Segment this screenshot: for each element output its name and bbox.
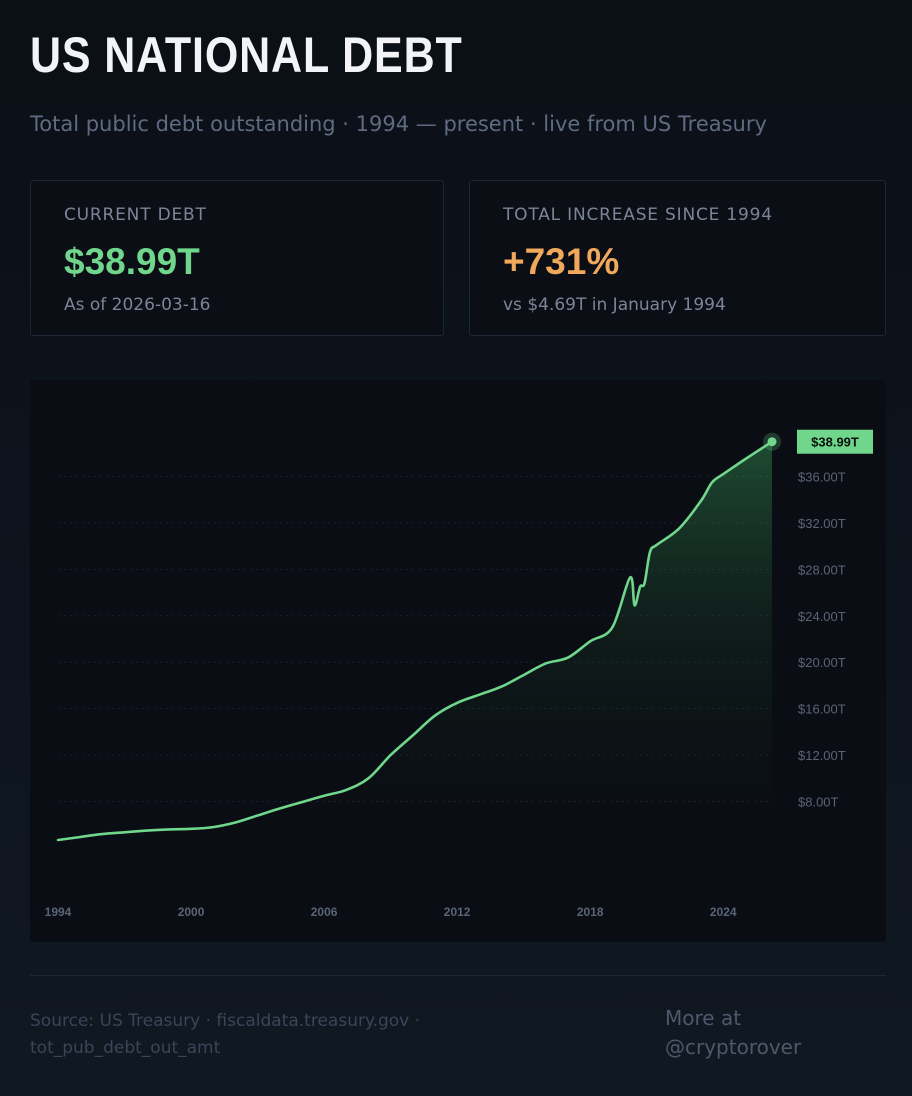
total-increase-card: TOTAL INCREASE SINCE 1994 +731% vs $4.69… xyxy=(469,180,886,336)
source-line-1: Source: US Treasury · fiscaldata.treasur… xyxy=(30,1011,421,1031)
source-note: Source: US Treasury · fiscaldata.treasur… xyxy=(30,1008,470,1062)
current-debt-label: CURRENT DEBT xyxy=(64,205,207,225)
footer-divider xyxy=(30,975,886,976)
attribution: More at @cryptorover xyxy=(665,1004,865,1062)
attribution-handle: @cryptorover xyxy=(665,1035,802,1059)
y-tick-label: $16.00T xyxy=(798,702,846,717)
x-tick-label: 2018 xyxy=(577,905,604,919)
total-increase-label: TOTAL INCREASE SINCE 1994 xyxy=(503,205,773,225)
x-tick-label: 2012 xyxy=(444,905,471,919)
total-increase-baseline: vs $4.69T in January 1994 xyxy=(503,295,726,315)
source-line-2: tot_pub_debt_out_amt xyxy=(30,1038,221,1058)
debt-chart: $8.00T $12.00T $16.00T $20.00T $24.00T $28.00… xyxy=(45,429,873,919)
end-marker-group: $38.99T xyxy=(763,429,873,454)
end-value-badge xyxy=(797,429,873,454)
end-point-marker xyxy=(767,437,777,447)
y-tick-label: $24.00T xyxy=(798,609,846,624)
y-tick-label: $12.00T xyxy=(798,748,846,763)
y-tick-label: $20.00T xyxy=(798,655,846,670)
current-debt-card: CURRENT DEBT $38.99T As of 2026-03-16 xyxy=(30,180,444,336)
current-debt-value: $38.99T xyxy=(64,241,200,282)
debt-chart-panel: $8.00T $12.00T $16.00T $20.00T $24.00T $28.00… xyxy=(30,380,886,942)
x-tick-label: 1994 xyxy=(45,905,72,919)
total-increase-value: +731% xyxy=(503,241,620,282)
debt-series-line xyxy=(56,440,774,842)
y-tick-label: $32.00T xyxy=(798,516,846,531)
y-tick-label: $28.00T xyxy=(798,562,846,577)
x-tick-label: 2006 xyxy=(311,905,338,919)
x-axis-ticks: 1994 2000 2006 2012 2018 2024 xyxy=(45,905,737,919)
x-tick-label: 2000 xyxy=(178,905,205,919)
debt-area-fill xyxy=(58,441,772,848)
page-title: US NATIONAL DEBT xyxy=(30,27,463,83)
current-debt-date: As of 2026-03-16 xyxy=(64,295,211,315)
end-value-label: $38.99T xyxy=(811,435,859,450)
y-tick-label: $36.00T xyxy=(798,469,846,484)
attribution-line-1: More at xyxy=(665,1006,742,1030)
y-tick-label: $8.00T xyxy=(798,795,839,810)
x-tick-label: 2024 xyxy=(710,905,737,919)
page-subtitle: Total public debt outstanding · 1994 — p… xyxy=(30,112,767,136)
y-axis-ticks: $8.00T $12.00T $16.00T $20.00T $24.00T $28.00… xyxy=(798,469,846,809)
